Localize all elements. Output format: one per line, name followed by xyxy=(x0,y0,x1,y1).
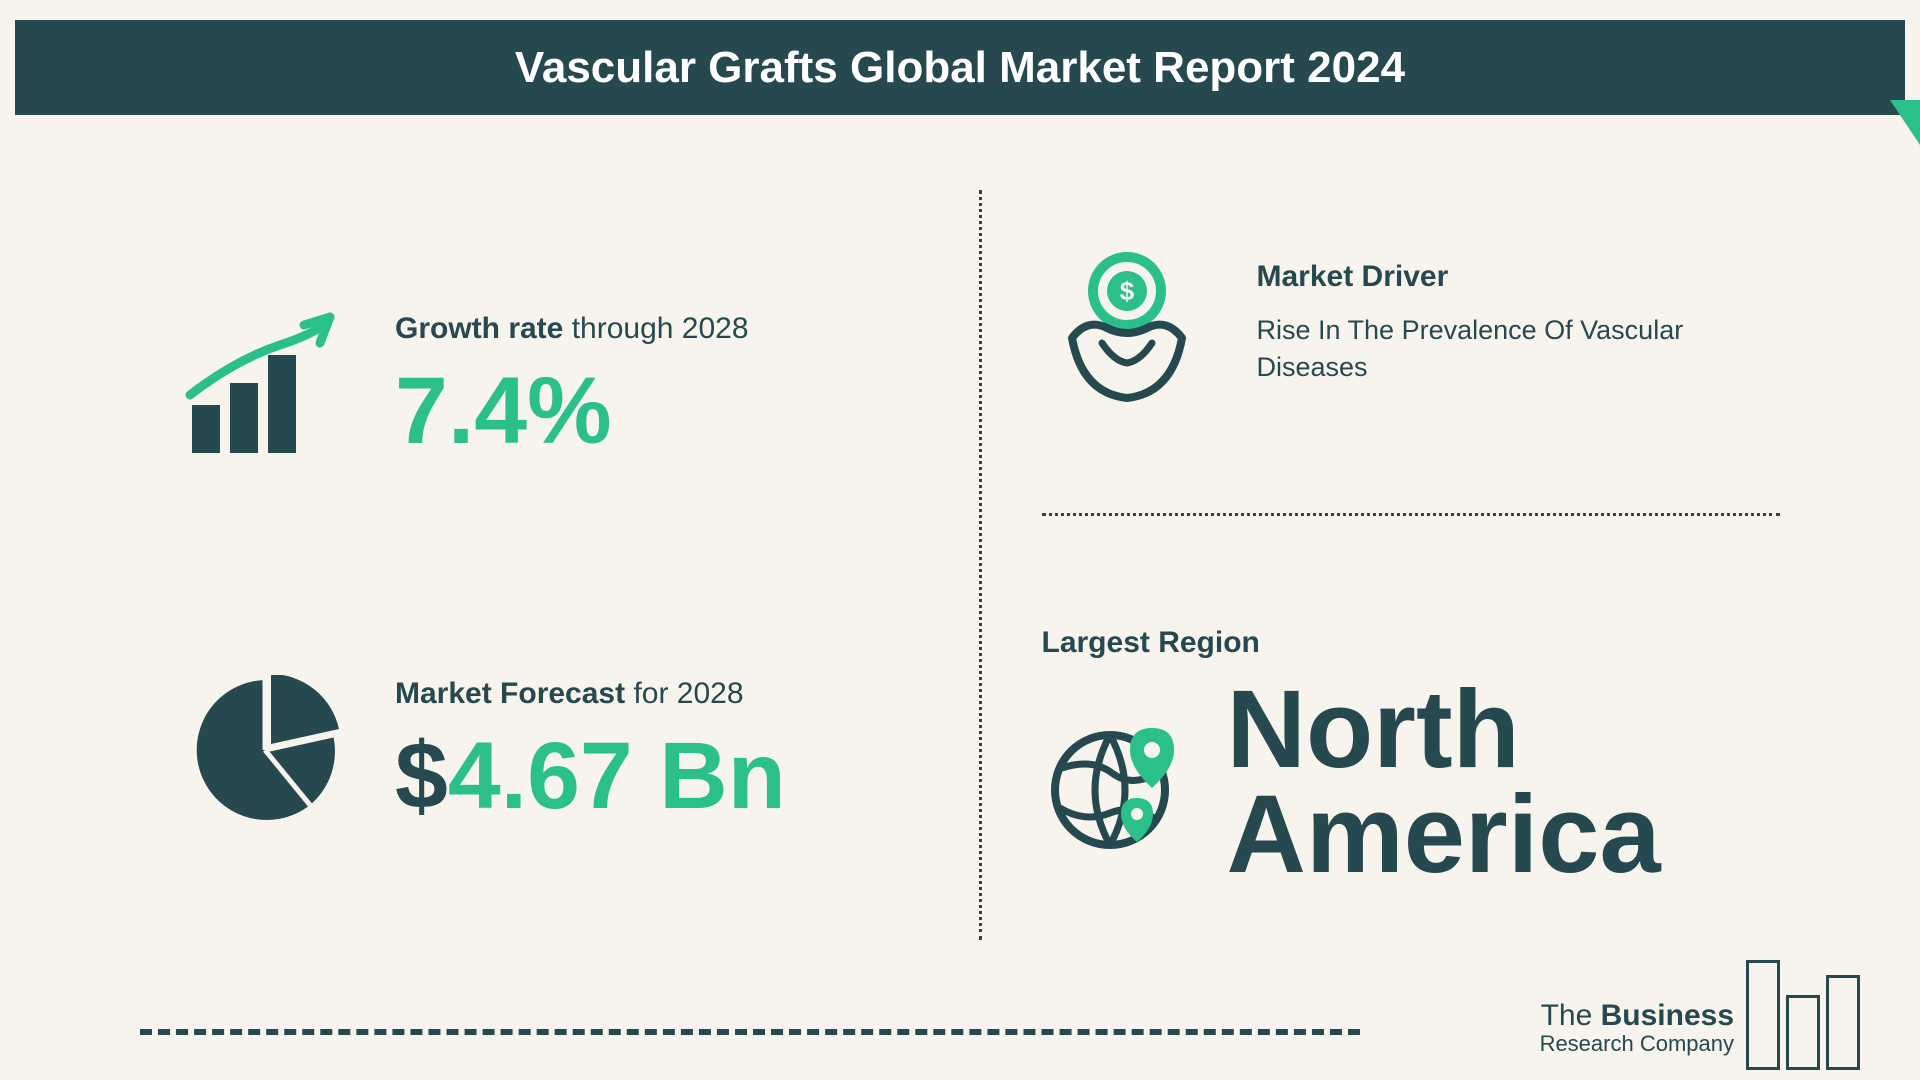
growth-block: Growth rate through 2028 7.4% xyxy=(180,305,919,465)
growth-label-rest: through 2028 xyxy=(563,312,748,345)
forecast-text: Market Forecast for 2028 $4.67 Bn xyxy=(395,677,919,824)
growth-text: Growth rate through 2028 7.4% xyxy=(395,312,919,459)
forecast-currency: $ xyxy=(395,723,448,829)
growth-label-bold: Growth rate xyxy=(395,312,563,345)
company-logo: The Business Research Company xyxy=(1540,960,1860,1070)
corner-accent xyxy=(1890,100,1920,145)
region-label-bold: Largest Region xyxy=(1042,626,1260,659)
logo-line2: Research Company xyxy=(1540,1032,1734,1056)
growth-value: 7.4% xyxy=(395,364,919,459)
forecast-unit: Bn xyxy=(633,723,786,829)
left-column: Growth rate through 2028 7.4% Market For… xyxy=(120,180,979,950)
forecast-value: $4.67 Bn xyxy=(395,729,919,824)
page-title: Vascular Grafts Global Market Report 202… xyxy=(515,43,1405,93)
globe-pin-icon xyxy=(1042,708,1192,858)
horizontal-divider xyxy=(1042,513,1781,516)
driver-text: Market Driver Rise In The Prevalence Of … xyxy=(1257,260,1781,385)
logo-line1b: Business xyxy=(1601,999,1734,1032)
logo-text: The Business Research Company xyxy=(1540,999,1734,1056)
growth-label: Growth rate through 2028 xyxy=(395,312,919,346)
growth-chart-arrow-icon xyxy=(180,305,350,465)
content-grid: Growth rate through 2028 7.4% Market For… xyxy=(120,180,1840,950)
forecast-label-bold: Market Forecast xyxy=(395,677,625,710)
driver-block: $ Market Driver Rise In The Prevalence O… xyxy=(1042,243,1781,403)
pie-chart-icon xyxy=(180,675,350,825)
right-column: $ Market Driver Rise In The Prevalence O… xyxy=(982,180,1841,950)
title-bar: Vascular Grafts Global Market Report 202… xyxy=(15,20,1905,115)
region-value: North America xyxy=(1227,678,1781,887)
driver-value: Rise In The Prevalence Of Vascular Disea… xyxy=(1257,312,1781,385)
hands-coin-icon: $ xyxy=(1042,243,1212,403)
region-block: Largest Region xyxy=(1042,626,1781,887)
region-text: North America xyxy=(1227,678,1781,887)
region-line2: America xyxy=(1227,783,1781,888)
region-line1: North xyxy=(1227,678,1781,783)
svg-text:$: $ xyxy=(1119,276,1134,306)
dashed-divider xyxy=(140,1029,1360,1035)
region-label: Largest Region xyxy=(1042,626,1781,660)
driver-label: Market Driver xyxy=(1257,260,1781,294)
forecast-block: Market Forecast for 2028 $4.67 Bn xyxy=(180,675,919,825)
driver-label-bold: Market Driver xyxy=(1257,260,1449,293)
forecast-label: Market Forecast for 2028 xyxy=(395,677,919,711)
logo-bars-icon xyxy=(1746,960,1860,1070)
forecast-number: 4.67 xyxy=(448,723,633,829)
logo-line1a: The xyxy=(1541,999,1601,1032)
forecast-label-rest: for 2028 xyxy=(625,677,743,710)
